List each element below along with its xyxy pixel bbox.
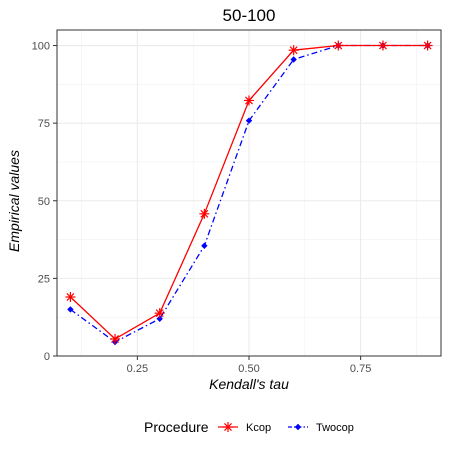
x-axis: 0.25 0.50 0.75 [127,356,371,375]
x-tick-label: 0.50 [238,363,259,375]
data-point-kcop [333,40,344,51]
y-tick-label: 50 [38,196,50,208]
x-tick-label: 0.25 [127,363,148,375]
data-point-kcop [154,308,165,319]
y-tick-label: 25 [38,273,50,285]
legend-title: Procedure [144,419,209,435]
x-tick-label: 0.75 [350,363,371,375]
legend-item-kcop: Kcop [218,422,271,434]
x-axis-title: Kendall's tau [209,376,289,392]
y-tick-label: 0 [44,351,50,363]
data-point-kcop [65,292,76,303]
data-point-twocop [245,117,253,124]
data-point-kcop [422,40,433,51]
data-point-kcop [244,95,254,106]
data-point-kcop [110,333,121,344]
y-axis: 0 25 50 75 100 [32,41,57,363]
data-point-twocop [290,56,297,63]
legend: Procedure Kcop Twocop [144,419,354,435]
grid [57,30,441,357]
legend-key-marker-twocop [294,423,302,431]
legend-item-twocop: Twocop [288,422,354,434]
data-point-twocop [156,315,163,322]
y-axis-title: Empirical values [6,150,22,252]
data-point-twocop [201,242,208,249]
legend-label-twocop: Twocop [316,422,354,434]
legend-label-kcop: Kcop [246,422,271,434]
data-point-kcop [288,45,299,56]
series-layer [65,40,433,346]
series-kcop [65,40,433,344]
data-point-kcop [199,208,210,219]
data-point-twocop [67,306,74,313]
y-tick-label: 75 [38,118,50,130]
y-tick-label: 100 [32,41,50,53]
legend-key-marker-kcop [223,422,233,432]
chart-title: 50-100 [223,6,276,25]
data-point-kcop [377,40,388,51]
